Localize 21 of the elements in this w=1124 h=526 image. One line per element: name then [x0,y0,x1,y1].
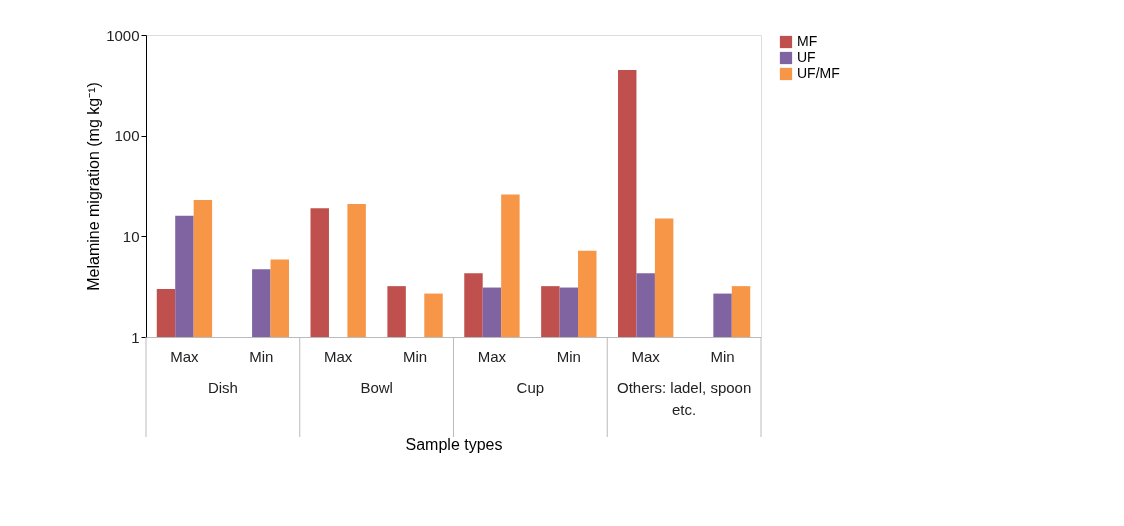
y-axis-title: Melamine migration (mg kg⁻¹) [85,82,103,291]
y-tick-label: 100 [114,127,140,145]
y-tick-label: 1 [131,328,140,346]
y-tick-label: 10 [122,227,140,245]
x-tick-label: Min [710,347,735,365]
x-tick-label: Max [170,347,200,365]
text: Dish [207,379,238,396]
legend-label: UF/MF [797,65,840,81]
text: Cup [516,379,545,396]
x-tick-label: Max [324,347,353,365]
text: Bowl [360,379,393,396]
y-tick-label: 1000 [106,26,140,44]
x-tick-label: Max [631,347,661,365]
text: Others: ladel, spoon etc. [617,379,752,418]
x-tick-label: Min [402,347,428,365]
x-tick-label: Min [556,347,581,365]
x-tick-label: Max [477,347,507,365]
legend-label: MF [797,33,818,49]
legend-label: UF [797,49,816,65]
x-axis-title: Sample types [405,435,503,453]
x-tick-label: Min [249,347,274,365]
